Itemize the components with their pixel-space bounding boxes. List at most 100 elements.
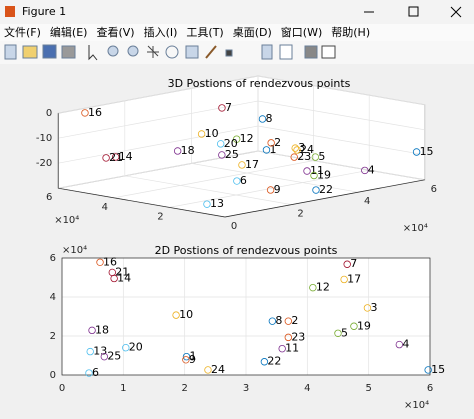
point-marker (218, 151, 226, 159)
point-label: 14 (119, 150, 133, 163)
point-label: 25 (107, 350, 121, 363)
menu-item[interactable]: 桌面(D) (233, 26, 272, 39)
point-label: 19 (317, 168, 331, 181)
hide-tools-icon[interactable] (304, 45, 318, 59)
grid-line (257, 75, 425, 106)
point-marker (172, 311, 180, 319)
close-button[interactable] (450, 6, 462, 18)
grid-line (257, 100, 425, 131)
point-marker (293, 146, 301, 154)
point-label: 18 (181, 144, 195, 157)
point-label: 4 (368, 163, 375, 176)
zoom-out-icon[interactable] (127, 45, 139, 57)
point-label: 9 (189, 353, 196, 366)
point-marker (312, 186, 320, 194)
point-label: 15 (431, 363, 445, 376)
point-label: 13 (210, 197, 224, 210)
title-bar (0, 0, 474, 24)
point-marker (311, 153, 320, 161)
point-marker (182, 356, 190, 364)
point-marker (203, 200, 211, 208)
link-icon[interactable] (261, 44, 273, 60)
y-tick-label: 0 (50, 370, 56, 381)
grid-line (124, 175, 292, 205)
point-marker (395, 340, 404, 349)
new-icon[interactable] (4, 44, 17, 60)
point-marker (86, 347, 94, 356)
point-label: 5 (318, 150, 325, 163)
axes-box (61, 257, 431, 376)
menu-item[interactable]: 查看(V) (96, 25, 134, 39)
insert-colorbar-icon[interactable] (279, 44, 293, 60)
app-icon (5, 6, 15, 17)
rotate-icon[interactable] (165, 45, 179, 59)
point-marker (232, 135, 241, 143)
print-icon[interactable] (61, 45, 76, 59)
z-tick-label: 0 (46, 108, 52, 119)
dropdown-icon[interactable] (225, 49, 233, 57)
menu-item[interactable]: 编辑(E) (50, 25, 88, 39)
point-label: 22 (267, 355, 281, 368)
menu-bar (0, 24, 474, 41)
point-label: 8 (275, 314, 282, 327)
point-label: 11 (285, 342, 299, 355)
maximize-button[interactable] (408, 6, 419, 17)
point-label: 6 (240, 174, 247, 187)
pan-icon[interactable] (147, 45, 159, 58)
z-tick-label: -10 (36, 133, 52, 144)
save-icon[interactable] (42, 44, 57, 59)
point-marker (334, 329, 342, 337)
point-marker (309, 283, 317, 292)
grid-line (191, 163, 359, 193)
x-tick-label: 0 (59, 383, 65, 394)
grid-line (58, 100, 259, 139)
y-tick-label: 2 (157, 211, 163, 222)
point-marker (361, 166, 369, 175)
show-tools-icon[interactable] (321, 45, 336, 59)
chart-title: 3D Postions of rendezvous points (168, 77, 351, 90)
point-label: 24 (300, 143, 314, 156)
point-label: 19 (357, 319, 371, 332)
point-label: 15 (420, 145, 434, 158)
point-marker (182, 352, 191, 361)
point-label: 14 (117, 271, 131, 284)
point-label: 3 (370, 301, 377, 314)
open-icon[interactable] (22, 45, 38, 59)
menu-item[interactable]: 窗口(W) (281, 25, 322, 39)
toolbar-icons (4, 44, 336, 61)
point-label: 2 (274, 136, 281, 149)
x-tick-label: 4 (304, 383, 310, 394)
brush-icon[interactable] (205, 45, 217, 59)
point-label: 6 (92, 366, 99, 379)
point-marker (266, 186, 275, 194)
point-marker (350, 322, 358, 330)
menu-item[interactable]: 插入(I) (144, 25, 178, 39)
toolbar (0, 41, 474, 64)
menu-item[interactable]: 工具(T) (186, 26, 223, 39)
y-tick-label: 2 (50, 331, 56, 342)
x-axis-line (224, 179, 425, 218)
chart-title: 2D Postions of rendezvous points (155, 244, 338, 257)
point-label: 17 (347, 272, 361, 285)
pointer-icon[interactable] (88, 45, 98, 61)
x-tick-label: 0 (231, 221, 237, 232)
point-label: 22 (319, 183, 333, 196)
z-tick-label: -20 (36, 158, 52, 169)
grid-line (58, 125, 259, 164)
zoom-in-icon[interactable] (107, 45, 119, 57)
datatip-icon[interactable] (185, 45, 199, 59)
window-title: Figure 1 (22, 5, 66, 18)
point-marker (100, 352, 109, 361)
point-label: 12 (316, 281, 330, 294)
menu-item[interactable]: 帮助(H) (331, 25, 370, 39)
point-marker (363, 304, 372, 312)
point-label: 17 (245, 158, 259, 171)
menu-item[interactable]: 文件(F) (4, 25, 41, 39)
point-marker (278, 344, 286, 353)
point-label: 24 (211, 363, 225, 376)
point-label: 1 (269, 143, 276, 156)
point-label: 4 (402, 338, 409, 351)
point-marker (173, 147, 182, 155)
x-exponent: ×10⁴ (404, 400, 429, 411)
